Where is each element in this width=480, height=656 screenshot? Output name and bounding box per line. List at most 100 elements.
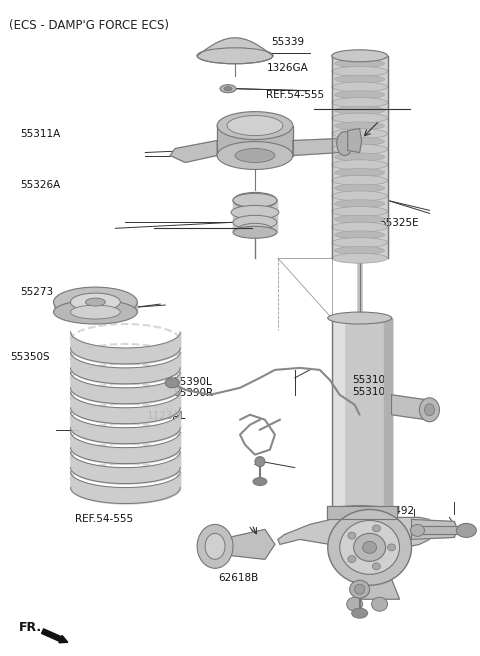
Ellipse shape: [233, 226, 277, 238]
Ellipse shape: [335, 60, 384, 68]
Polygon shape: [332, 318, 392, 512]
Ellipse shape: [332, 160, 387, 170]
Ellipse shape: [350, 581, 370, 598]
Text: 55390R: 55390R: [173, 388, 213, 398]
FancyArrow shape: [42, 629, 68, 643]
Text: (ECS - DAMP'G FORCE ECS): (ECS - DAMP'G FORCE ECS): [9, 19, 168, 32]
Ellipse shape: [424, 404, 434, 416]
Text: 62492: 62492: [381, 506, 414, 516]
Ellipse shape: [332, 237, 387, 247]
Text: 1330AA: 1330AA: [350, 520, 391, 529]
Text: 55311A: 55311A: [20, 129, 60, 139]
Ellipse shape: [205, 533, 225, 560]
Polygon shape: [384, 318, 392, 512]
Ellipse shape: [255, 457, 265, 466]
Ellipse shape: [332, 98, 387, 108]
Ellipse shape: [335, 122, 384, 130]
Polygon shape: [334, 318, 344, 512]
Polygon shape: [415, 526, 464, 535]
Ellipse shape: [227, 115, 283, 136]
Ellipse shape: [340, 520, 399, 574]
Ellipse shape: [363, 541, 377, 554]
Polygon shape: [233, 200, 277, 232]
Polygon shape: [197, 38, 273, 56]
Polygon shape: [411, 520, 457, 539]
Ellipse shape: [233, 192, 277, 209]
Ellipse shape: [217, 142, 293, 169]
Ellipse shape: [328, 506, 392, 518]
Ellipse shape: [71, 305, 120, 319]
Text: 55339: 55339: [271, 37, 304, 47]
Ellipse shape: [456, 523, 476, 537]
Text: 1123AL: 1123AL: [147, 411, 186, 421]
Polygon shape: [278, 514, 434, 547]
Ellipse shape: [348, 532, 356, 539]
Text: 55310C: 55310C: [352, 387, 393, 397]
Polygon shape: [217, 125, 293, 155]
Ellipse shape: [197, 524, 233, 568]
Polygon shape: [350, 574, 399, 599]
Ellipse shape: [332, 82, 387, 92]
Ellipse shape: [197, 48, 273, 64]
Ellipse shape: [335, 169, 384, 176]
Ellipse shape: [253, 478, 267, 485]
Ellipse shape: [332, 129, 387, 138]
Ellipse shape: [54, 300, 137, 324]
Ellipse shape: [332, 175, 387, 186]
Ellipse shape: [335, 247, 384, 255]
Ellipse shape: [220, 85, 236, 92]
Polygon shape: [220, 529, 275, 560]
Ellipse shape: [328, 510, 411, 585]
Ellipse shape: [347, 597, 363, 611]
Ellipse shape: [335, 75, 384, 83]
Text: 1326GA: 1326GA: [266, 63, 308, 73]
Ellipse shape: [224, 87, 232, 91]
Ellipse shape: [332, 66, 387, 76]
Ellipse shape: [54, 287, 137, 317]
Ellipse shape: [355, 584, 365, 594]
Ellipse shape: [332, 51, 387, 61]
Text: 55325E: 55325E: [379, 218, 419, 228]
Ellipse shape: [335, 106, 384, 114]
Polygon shape: [293, 138, 345, 155]
Polygon shape: [330, 547, 390, 574]
Ellipse shape: [235, 148, 275, 163]
Polygon shape: [327, 506, 396, 520]
Ellipse shape: [335, 184, 384, 192]
Ellipse shape: [410, 524, 424, 537]
Ellipse shape: [165, 378, 179, 388]
Ellipse shape: [335, 91, 384, 98]
Ellipse shape: [332, 207, 387, 216]
Text: 62618B: 62618B: [218, 573, 259, 583]
Text: REF.54-555: REF.54-555: [75, 514, 133, 524]
Ellipse shape: [352, 608, 368, 618]
Text: 55310D: 55310D: [352, 375, 394, 385]
Ellipse shape: [332, 50, 387, 62]
Text: 55350S: 55350S: [10, 352, 50, 362]
Ellipse shape: [233, 215, 277, 230]
Ellipse shape: [332, 253, 387, 263]
Ellipse shape: [335, 199, 384, 208]
Text: REF.54-555: REF.54-555: [266, 90, 324, 100]
Text: 55273: 55273: [20, 287, 53, 297]
Polygon shape: [348, 129, 361, 152]
Ellipse shape: [354, 533, 385, 562]
Ellipse shape: [85, 298, 106, 306]
Ellipse shape: [332, 222, 387, 232]
Text: 55326A: 55326A: [20, 180, 60, 190]
Ellipse shape: [335, 231, 384, 239]
Text: 55390L: 55390L: [173, 377, 212, 386]
Polygon shape: [54, 302, 137, 312]
Ellipse shape: [332, 191, 387, 201]
Ellipse shape: [237, 223, 273, 237]
Polygon shape: [392, 395, 426, 420]
Ellipse shape: [372, 597, 387, 611]
Ellipse shape: [336, 132, 353, 155]
Ellipse shape: [420, 398, 439, 422]
Ellipse shape: [328, 312, 392, 324]
Ellipse shape: [71, 293, 120, 311]
Polygon shape: [332, 56, 387, 258]
Ellipse shape: [335, 138, 384, 146]
Ellipse shape: [332, 113, 387, 123]
Ellipse shape: [332, 144, 387, 154]
